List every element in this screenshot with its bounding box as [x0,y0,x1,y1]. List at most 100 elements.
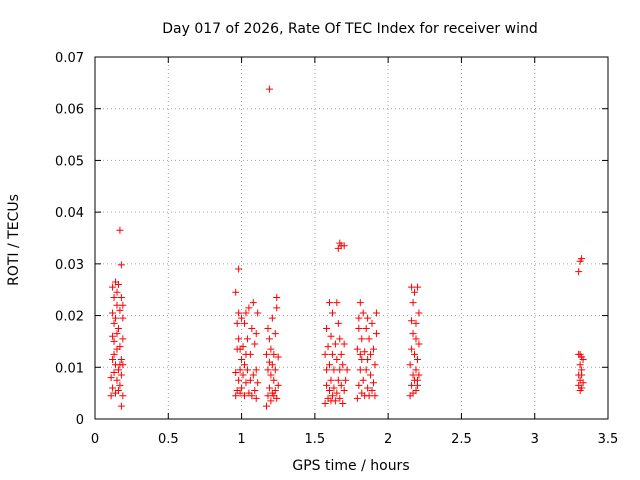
data-point [270,376,278,384]
data-point [113,376,121,384]
data-point [268,361,276,369]
data-point [248,325,256,332]
data-point [241,361,249,369]
data-point [252,330,260,338]
data-point [413,356,421,364]
data-point [264,325,272,332]
data-point [273,304,281,312]
data-point [267,371,275,379]
data-point [251,340,259,348]
data-point [271,366,279,374]
data-point [235,335,243,343]
data-point [235,376,243,384]
data-point [112,314,120,322]
data-point [333,389,341,397]
data-point [241,392,249,400]
data-point [116,226,124,234]
data-point [113,288,121,296]
data-point [246,376,254,384]
data-point [239,371,247,379]
data-point [109,332,117,340]
data-point [368,387,376,395]
data-point [364,356,372,364]
data-point [578,384,586,392]
data-point [408,283,416,291]
data-point [254,309,262,317]
data-point [243,366,251,374]
data-point [119,314,127,322]
x-tick-label: 3 [531,432,539,447]
data-point [241,319,249,327]
x-tick-label: 0.5 [158,432,179,447]
data-point [406,361,414,369]
data-point [238,356,246,364]
data-point [109,356,117,364]
y-tick-label: 0.07 [55,51,84,66]
data-point [249,299,257,307]
data-point [274,353,282,361]
x-tick-label: 0 [91,432,99,447]
data-point [359,309,367,317]
data-point [110,368,118,376]
data-point [326,299,334,307]
y-tick-label: 0.06 [55,103,84,118]
data-point [337,350,345,358]
data-point [252,394,260,402]
data-point [413,283,421,291]
data-point [340,387,348,395]
data-point [339,399,347,407]
data-point [273,394,281,402]
data-point [411,350,419,358]
data-point [254,379,262,387]
x-tick-label: 2 [384,432,392,447]
data-point [331,340,339,348]
data-point [327,332,335,340]
data-point [236,366,244,374]
data-point [409,330,417,338]
data-point [371,392,379,400]
data-point [246,350,254,358]
data-point [353,345,361,353]
data-point [114,281,122,289]
plot-frame [94,56,609,420]
data-point [238,314,246,322]
data-point [328,309,336,317]
data-point [412,387,420,395]
data-point [264,366,272,374]
data-point [372,330,380,338]
data-point [321,350,329,358]
data-point [367,350,375,358]
data-point [355,314,363,322]
data-point [262,350,270,358]
y-tick-label: 0 [76,413,84,428]
data-point [576,361,584,369]
data-point [271,330,279,338]
grid-lines [95,57,608,419]
data-points [107,85,587,410]
data-point [264,392,272,400]
data-point [340,242,348,250]
data-point [371,361,379,369]
data-point [409,299,417,307]
data-point [328,350,336,358]
data-point [116,381,124,389]
data-point [252,366,260,374]
data-point [119,335,127,343]
data-point [323,381,331,389]
data-point [369,379,377,387]
data-point [339,361,347,369]
data-point [365,392,373,400]
data-point [110,350,118,358]
data-point [362,325,370,332]
data-point [245,304,253,312]
data-point [328,392,336,400]
data-point [271,387,279,395]
data-point [114,325,122,332]
data-point [337,381,345,389]
data-point [232,368,240,376]
data-point [359,376,367,384]
data-point [333,299,341,307]
data-point [117,261,125,269]
data-point [265,85,273,93]
